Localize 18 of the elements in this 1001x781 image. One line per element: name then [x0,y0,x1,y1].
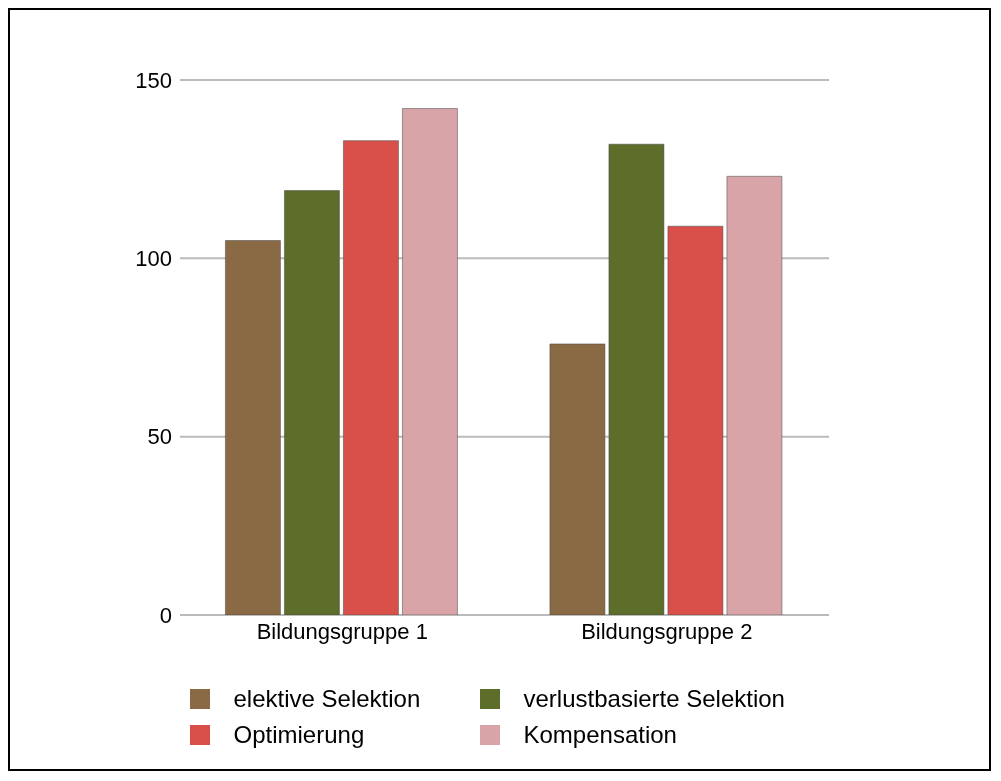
y-tick-label: 50 [147,424,172,450]
x-tick-label: Bildungsgruppe 2 [581,618,753,644]
legend-label: Optimierung [233,721,365,749]
bar [608,143,665,615]
bar [667,225,724,615]
legend-label: elektive Selektion [233,685,421,713]
bar [284,190,340,615]
bar [549,343,606,615]
legend-label: verlustbasierte Selektion [523,685,785,713]
bar [225,240,281,615]
bar [343,140,399,615]
y-tick-label: 150 [135,67,172,93]
y-tick-label: 100 [135,246,172,272]
x-tick-label: Bildungsgruppe 1 [256,618,428,644]
legend-label: Kompensation [523,721,677,749]
bar [726,176,783,615]
y-tick-label: 0 [159,602,172,628]
bar [402,108,458,615]
